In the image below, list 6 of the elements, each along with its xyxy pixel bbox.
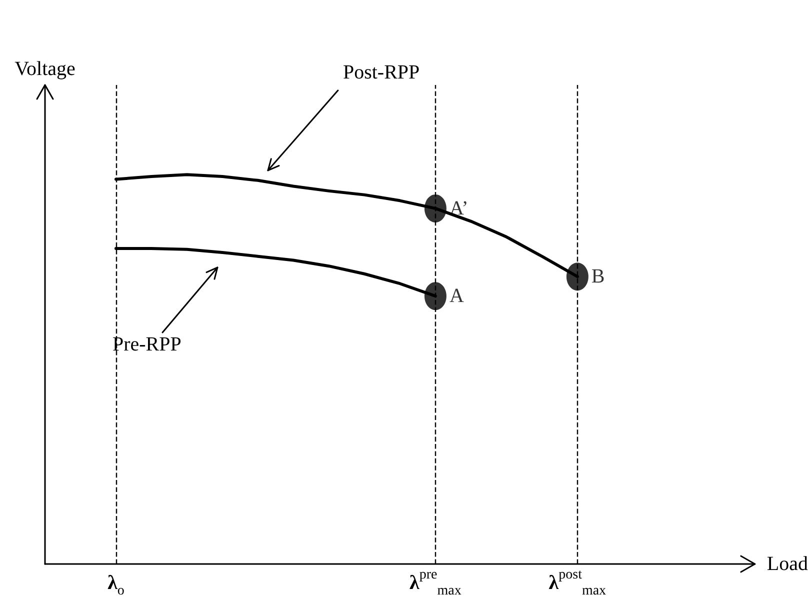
x-axis-title: Load xyxy=(766,553,808,575)
annotation: B xyxy=(591,266,605,288)
annotation: A xyxy=(449,285,464,308)
y-axis-title: Voltage xyxy=(14,58,76,80)
text: Pre-RPP xyxy=(112,333,182,356)
text: Post-RPP xyxy=(342,61,420,84)
